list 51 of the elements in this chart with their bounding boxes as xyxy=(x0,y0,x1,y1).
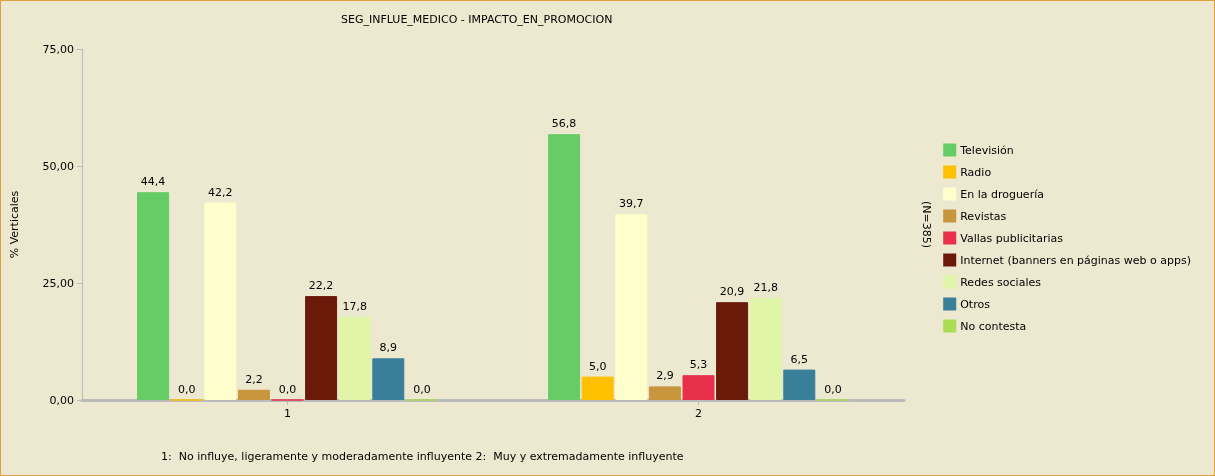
bar xyxy=(305,296,338,400)
data-label: 0,0 xyxy=(177,382,196,396)
bar xyxy=(204,202,237,400)
bar xyxy=(581,376,614,400)
legend-label: Vallas publicitarias xyxy=(960,231,1064,245)
data-label: 6,5 xyxy=(790,352,809,366)
bar xyxy=(338,316,371,400)
bar xyxy=(648,386,681,400)
legend-label: Radio xyxy=(960,165,992,179)
data-label: 22,2 xyxy=(308,279,334,293)
data-label: 0,0 xyxy=(824,382,842,396)
text: (N=385) xyxy=(920,201,933,249)
bar xyxy=(237,389,270,400)
data-label: 5,0 xyxy=(588,359,607,373)
data-label: 17,8 xyxy=(342,299,367,313)
data-label: 0,0 xyxy=(413,382,431,396)
legend-label: Internet (banners en páginas web o apps) xyxy=(960,253,1192,267)
bar xyxy=(137,192,170,400)
bar xyxy=(749,297,782,400)
bar xyxy=(783,369,816,400)
data-label: 44,4 xyxy=(140,175,166,189)
legend-label: Televisión xyxy=(959,143,1014,157)
data-label: 21,8 xyxy=(753,280,778,294)
data-label: 2,9 xyxy=(656,369,674,383)
chart-title: SEG_INFLUE_MEDICO - IMPACTO_EN_PROMOCION xyxy=(341,13,613,26)
x-tick-label: 2 xyxy=(695,407,702,420)
legend-label: No contesta xyxy=(960,319,1027,333)
bar xyxy=(615,214,648,400)
legend-label: Revistas xyxy=(960,209,1007,223)
bar xyxy=(682,375,715,400)
data-label: 5,3 xyxy=(689,358,708,372)
data-label: 2,2 xyxy=(245,372,263,386)
y-tick-label: 75,00 xyxy=(42,42,74,56)
x-tick-label: 1 xyxy=(284,407,291,420)
data-label: 0,0 xyxy=(278,382,297,396)
y-tick-label: 50,00 xyxy=(42,159,74,173)
legend-label: Redes sociales xyxy=(960,275,1042,289)
data-label: 42,2 xyxy=(208,185,233,199)
bar xyxy=(548,134,581,400)
data-label: 56,8 xyxy=(551,117,577,131)
y-tick-label: 0,00 xyxy=(49,393,74,407)
bar xyxy=(372,358,405,400)
y-tick-label: 25,00 xyxy=(42,276,74,290)
legend-label: En la droguería xyxy=(960,187,1044,201)
legend-label: Otros xyxy=(960,297,991,311)
data-label: 8,9 xyxy=(379,341,398,355)
text: 1: No influye, ligeramente y moderadamente influyente 2: Muy y extremadamente influyente xyxy=(161,450,684,463)
bar xyxy=(716,302,749,400)
data-label: 20,9 xyxy=(719,285,745,299)
y-axis-title: % Verticales xyxy=(8,190,21,259)
data-label: 39,7 xyxy=(619,197,644,211)
